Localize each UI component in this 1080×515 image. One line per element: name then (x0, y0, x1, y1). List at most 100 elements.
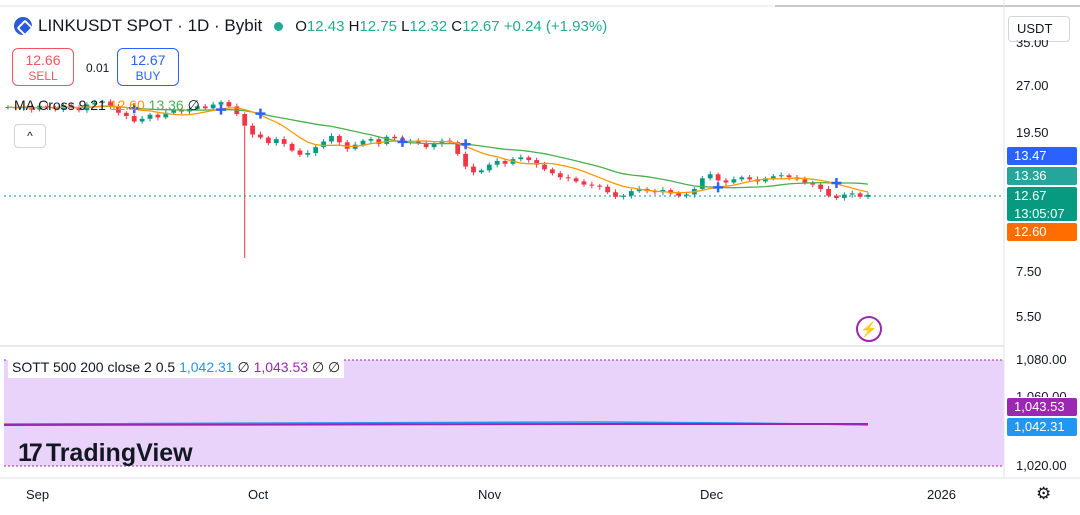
candle-body (478, 170, 484, 173)
candle-body (289, 143, 295, 151)
candle-body (344, 142, 350, 149)
candle-body (281, 139, 287, 144)
ma-fast-price-badge: 12.60 (1007, 223, 1077, 241)
symbol-header[interactable]: LINKUSDT SPOT · 1D · Bybit O12.43 H12.75… (14, 16, 607, 36)
candle-body (557, 173, 563, 178)
candle-body (368, 139, 374, 141)
candle-body (226, 102, 232, 107)
candle-body (534, 160, 540, 165)
ma-cross-marker (713, 182, 724, 193)
ma-fast-value: 12.60 (109, 97, 145, 113)
candle-body (384, 136, 390, 144)
price-tick: 27.00 (1016, 78, 1049, 93)
sott-purple-line (3, 422, 868, 426)
candle-body (218, 102, 224, 105)
candle-body (163, 112, 169, 118)
candle-body (179, 110, 184, 112)
candle-body (502, 160, 508, 164)
candle-body (329, 136, 334, 142)
sott-purple-badge: 1,043.53 (1007, 398, 1077, 416)
candle-body (139, 118, 145, 122)
chainlink-logo-icon (14, 17, 32, 35)
ma-cross-marker (460, 139, 471, 150)
ma-cross-marker (255, 108, 266, 119)
buy-button[interactable]: 12.67 BUY (117, 48, 179, 86)
candle-body (45, 105, 50, 108)
candle-body (392, 136, 398, 139)
candle-body (778, 175, 784, 177)
candle-body (210, 104, 216, 109)
candle-body (849, 193, 855, 195)
candle-body (857, 193, 863, 197)
currency-selector[interactable]: USDT (1008, 16, 1070, 42)
candle-body (431, 143, 437, 148)
candle-body (76, 107, 82, 111)
ohlc-values: O12.43 H12.75 L12.32 C12.67 +0.24 (+1.93… (295, 17, 608, 35)
candle-body (605, 186, 611, 193)
candle-body (258, 134, 263, 138)
candle-body (171, 110, 177, 113)
sell-price: 12.66 (25, 52, 61, 68)
candle-body (242, 114, 248, 126)
ma-fast-line (7, 105, 869, 194)
candle-body (676, 193, 682, 196)
candle-body (550, 169, 555, 174)
sott-tick: 1,060.00 (1016, 389, 1067, 397)
ma-cross-legend[interactable]: MA Cross 9 21 12.60 13.36 ∅ (14, 97, 200, 113)
settings-gear-icon[interactable]: ⚙ (1036, 484, 1052, 503)
time-tick: Nov (478, 487, 502, 502)
market-open-icon (274, 21, 284, 31)
buy-price: 12.67 (130, 52, 166, 68)
spread-value: 0.01 (86, 61, 110, 75)
candle-body (321, 141, 326, 148)
candle-body (597, 185, 603, 187)
candle-body (108, 101, 113, 108)
collapse-legend-button[interactable]: ^ (14, 124, 46, 148)
sott-tick: 1,080.00 (1016, 352, 1067, 367)
chevron-up-icon: ^ (27, 129, 33, 143)
time-tick: 2026 (927, 487, 956, 502)
candle-body (834, 195, 839, 198)
candle-body (699, 178, 705, 189)
candle-body (415, 140, 421, 144)
candle-body (250, 125, 255, 135)
candle-body (841, 194, 847, 198)
sell-button[interactable]: 12.66 SELL (12, 48, 74, 86)
candle-body (100, 101, 106, 103)
ma-slow-price-badge: 13.36 (1007, 167, 1077, 185)
sott-tick: 1,020.00 (1016, 458, 1067, 473)
candle-body (194, 106, 200, 109)
lightning-icon[interactable]: ⚡ (856, 316, 882, 342)
candle-body (526, 157, 532, 161)
sott-legend[interactable]: SOTT 500 200 close 2 0.5 1,042.31 ∅ 1,04… (8, 356, 345, 378)
candle-body (494, 160, 500, 165)
last-price: 12.67 (1014, 188, 1047, 203)
change-value: +0.24 (+1.93%) (503, 17, 608, 35)
candle-body (763, 178, 768, 182)
price-tick: 19.50 (1016, 125, 1049, 140)
candle-body (273, 139, 279, 144)
time-tick: Oct (248, 487, 269, 502)
candle-body (297, 150, 303, 155)
ma-cross-marker (831, 178, 842, 189)
candle-body (423, 143, 429, 148)
tradingview-logo[interactable]: 17 TradingView (18, 439, 193, 468)
candle-body (613, 192, 618, 197)
ma-cross-marker (129, 103, 140, 114)
candle-body (376, 139, 382, 144)
ma-cross-marker (397, 136, 408, 147)
candle-body (581, 181, 587, 185)
candle-body (518, 157, 524, 160)
candle-body (471, 166, 476, 173)
candle-body (92, 102, 98, 105)
price-tick: 7.50 (1016, 264, 1042, 279)
candlestick-series (5, 99, 871, 259)
candle-body (802, 179, 808, 183)
ma-slow-value: 13.36 (148, 97, 184, 113)
candle-body (455, 142, 461, 154)
price-tick-partial: 35.00 (1016, 40, 1049, 50)
candle-body (865, 194, 871, 197)
candle-body (668, 190, 674, 194)
time-tick: Dec (700, 487, 724, 502)
